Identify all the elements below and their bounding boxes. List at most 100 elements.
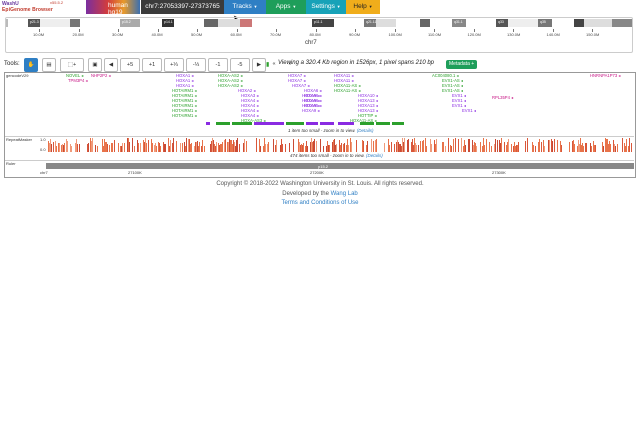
gene-label[interactable]: HOXA5 ◂: [304, 103, 322, 108]
next-region-button[interactable]: »: [284, 58, 296, 70]
zoom-out-third-button[interactable]: +⅓: [164, 58, 184, 72]
gene-label[interactable]: HOXA1 ◂: [176, 73, 194, 78]
reorder-tool-button[interactable]: ▤: [42, 58, 56, 72]
zoom-out-5-button[interactable]: +5: [120, 58, 140, 72]
gene-label[interactable]: HOTAIRM1 ◂: [172, 103, 197, 108]
gene-density-bar[interactable]: [232, 122, 252, 125]
gene-label[interactable]: HOXA11-AS ◂: [350, 118, 377, 123]
gene-density-bar[interactable]: [338, 122, 354, 125]
gene-label[interactable]: NHP2P2 ◂: [91, 73, 111, 78]
repeat-track-label[interactable]: RepeatMasker: [6, 137, 33, 142]
help-menu-button[interactable]: Help ▼: [346, 0, 380, 14]
zoom-select-tool-button[interactable]: ⬚+: [60, 58, 84, 72]
pan-right-button[interactable]: ▶: [252, 58, 266, 72]
metadata-button[interactable]: Metadata +: [446, 60, 478, 69]
gene-label[interactable]: HOXA9 ◂: [302, 103, 320, 108]
previous-region-button[interactable]: «: [268, 58, 280, 70]
gene-density-bar[interactable]: [206, 122, 210, 125]
gene-label[interactable]: HOXA-AS3 ◂: [241, 118, 266, 123]
zoom-in-third-button[interactable]: -⅓: [186, 58, 206, 72]
gene-label[interactable]: EVX1-AS ◂: [442, 88, 463, 93]
gene-label[interactable]: HOXA1 ◂: [176, 83, 194, 88]
gene-label[interactable]: HOXA4 ◂: [241, 108, 259, 113]
gene-label[interactable]: EVX1 ◂: [452, 103, 466, 108]
ideogram-scale-tick: [276, 29, 277, 32]
gene-density-bar[interactable]: [216, 122, 230, 125]
gene-details-link[interactable]: (Details): [356, 128, 374, 133]
pan-left-button[interactable]: ◀: [104, 58, 118, 72]
gene-label[interactable]: HOTAIRM1 ◂: [172, 108, 197, 113]
gene-label[interactable]: HOXA6 ◂: [304, 93, 322, 98]
gene-label[interactable]: HOXA13 ◂: [358, 108, 378, 113]
gene-label[interactable]: HOXA-AS2 ◂: [218, 78, 243, 83]
gene-label[interactable]: HOXA11-AS ◂: [334, 88, 361, 93]
gene-label[interactable]: HOXA4 ◂: [241, 103, 259, 108]
ruler-track-label[interactable]: Ruler: [6, 161, 16, 166]
gene-label[interactable]: HOXA7 ◂: [288, 73, 306, 78]
gene-label[interactable]: HOXA1 ◂: [176, 78, 194, 83]
apps-menu-button[interactable]: Apps ▼: [266, 0, 306, 14]
gene-label[interactable]: RPL35P4 ◂: [492, 95, 514, 100]
gene-label[interactable]: EVX1 ◂: [452, 98, 466, 103]
gene-density-bar[interactable]: [306, 122, 318, 125]
gene-label[interactable]: HOXA4 ◂: [241, 113, 259, 118]
gene-label[interactable]: HOXA3 ◂: [241, 93, 259, 98]
wang-lab-link[interactable]: Wang Lab: [330, 191, 358, 197]
gene-label[interactable]: HOXA2 ◂: [238, 88, 256, 93]
gene-label[interactable]: HOXA11 ◂: [334, 78, 354, 83]
genome-selector[interactable]: human hg19: [86, 0, 140, 16]
gene-label[interactable]: HOXA11 ◂: [334, 73, 354, 78]
gene-label[interactable]: HOXA7 ◂: [292, 83, 310, 88]
repeat-element-bar: [402, 138, 403, 152]
gene-density-bar[interactable]: [320, 122, 334, 125]
gene-label[interactable]: HOXA11-AS ◂: [334, 83, 361, 88]
gene-label[interactable]: HOXA13 ◂: [358, 103, 378, 108]
app-logo[interactable]: WashU EpiGenome Browser v55.5.2: [2, 0, 84, 14]
gene-label[interactable]: HOTTIP ◂: [358, 113, 377, 118]
gene-label[interactable]: AC004080.1 ◂: [432, 73, 459, 78]
zoom-in-1-button[interactable]: -1: [208, 58, 228, 72]
gene-label[interactable]: HOXA7 ◂: [288, 78, 306, 83]
terms-link[interactable]: Terms and Conditions of Use: [281, 200, 359, 206]
gene-density-bar[interactable]: [286, 122, 304, 125]
gene-label[interactable]: HOXA9 ◂: [302, 98, 320, 103]
gene-label[interactable]: HOXA9 ◂: [302, 93, 320, 98]
gene-label[interactable]: HOTAIRM1 ◂: [172, 98, 197, 103]
gene-label[interactable]: NOVEL ◂: [66, 73, 84, 78]
gene-label[interactable]: HOXA-AS2 ◂: [218, 83, 243, 88]
gene-density-bar[interactable]: [254, 122, 284, 125]
gene-label[interactable]: EVX1-AS ◂: [442, 78, 463, 83]
region-locus-button[interactable]: chr7:27053397-27373765: [141, 0, 224, 14]
gene-label[interactable]: HOTAIRM1 ◂: [172, 93, 197, 98]
gene-label[interactable]: HOTAIRM1 ◂: [172, 113, 197, 118]
gene-track-label[interactable]: gencodeV29: [6, 73, 29, 78]
zoom-out-1-button[interactable]: +1: [142, 58, 162, 72]
repeatmasker-track[interactable]: [46, 138, 634, 152]
gene-density-bar[interactable]: [376, 122, 390, 125]
chromosome-ideogram[interactable]: p21.3 p15.2 p14.1 p11.1 q21.11 q22.1 q31.1 q33 q…: [6, 19, 632, 27]
drag-tool-button[interactable]: ✋: [24, 58, 38, 72]
track-container[interactable]: [4, 72, 636, 178]
gene-label[interactable]: HOXA13 ◂: [358, 98, 378, 103]
gene-label[interactable]: EVX1 ◂: [462, 108, 476, 113]
highlight-tool-button[interactable]: ▣: [88, 58, 102, 72]
gene-label[interactable]: HOTAIRM1 ◂: [172, 88, 197, 93]
gene-label[interactable]: HOXA-AS2 ◂: [218, 73, 243, 78]
repeat-details-link[interactable]: (Details): [366, 153, 383, 158]
gene-label[interactable]: HOXA6 ◂: [304, 88, 322, 93]
settings-menu-button[interactable]: Settings ▼: [306, 0, 346, 14]
gene-label[interactable]: HOXA9 ◂: [302, 108, 320, 113]
gene-label[interactable]: HOXA10 ◂: [358, 93, 378, 98]
gene-label[interactable]: TPM3P4 ◂: [68, 78, 88, 83]
gene-label[interactable]: HNRNPA1P73 ◂: [590, 73, 621, 78]
gene-label[interactable]: EVX1-AS ◂: [442, 83, 463, 88]
gene-label[interactable]: EVX1 ◂: [452, 93, 466, 98]
gene-label[interactable]: HOXA4 ◂: [241, 98, 259, 103]
gene-density-bar[interactable]: [392, 122, 404, 125]
ideogram-band: [466, 19, 496, 27]
gene-label[interactable]: HOXA6 ◂: [304, 98, 322, 103]
tracks-menu-button[interactable]: Tracks ▼: [224, 0, 266, 14]
screenshot-icon[interactable]: ▮: [266, 62, 270, 68]
gene-density-bar[interactable]: [360, 122, 374, 125]
zoom-in-5-button[interactable]: -5: [230, 58, 250, 72]
